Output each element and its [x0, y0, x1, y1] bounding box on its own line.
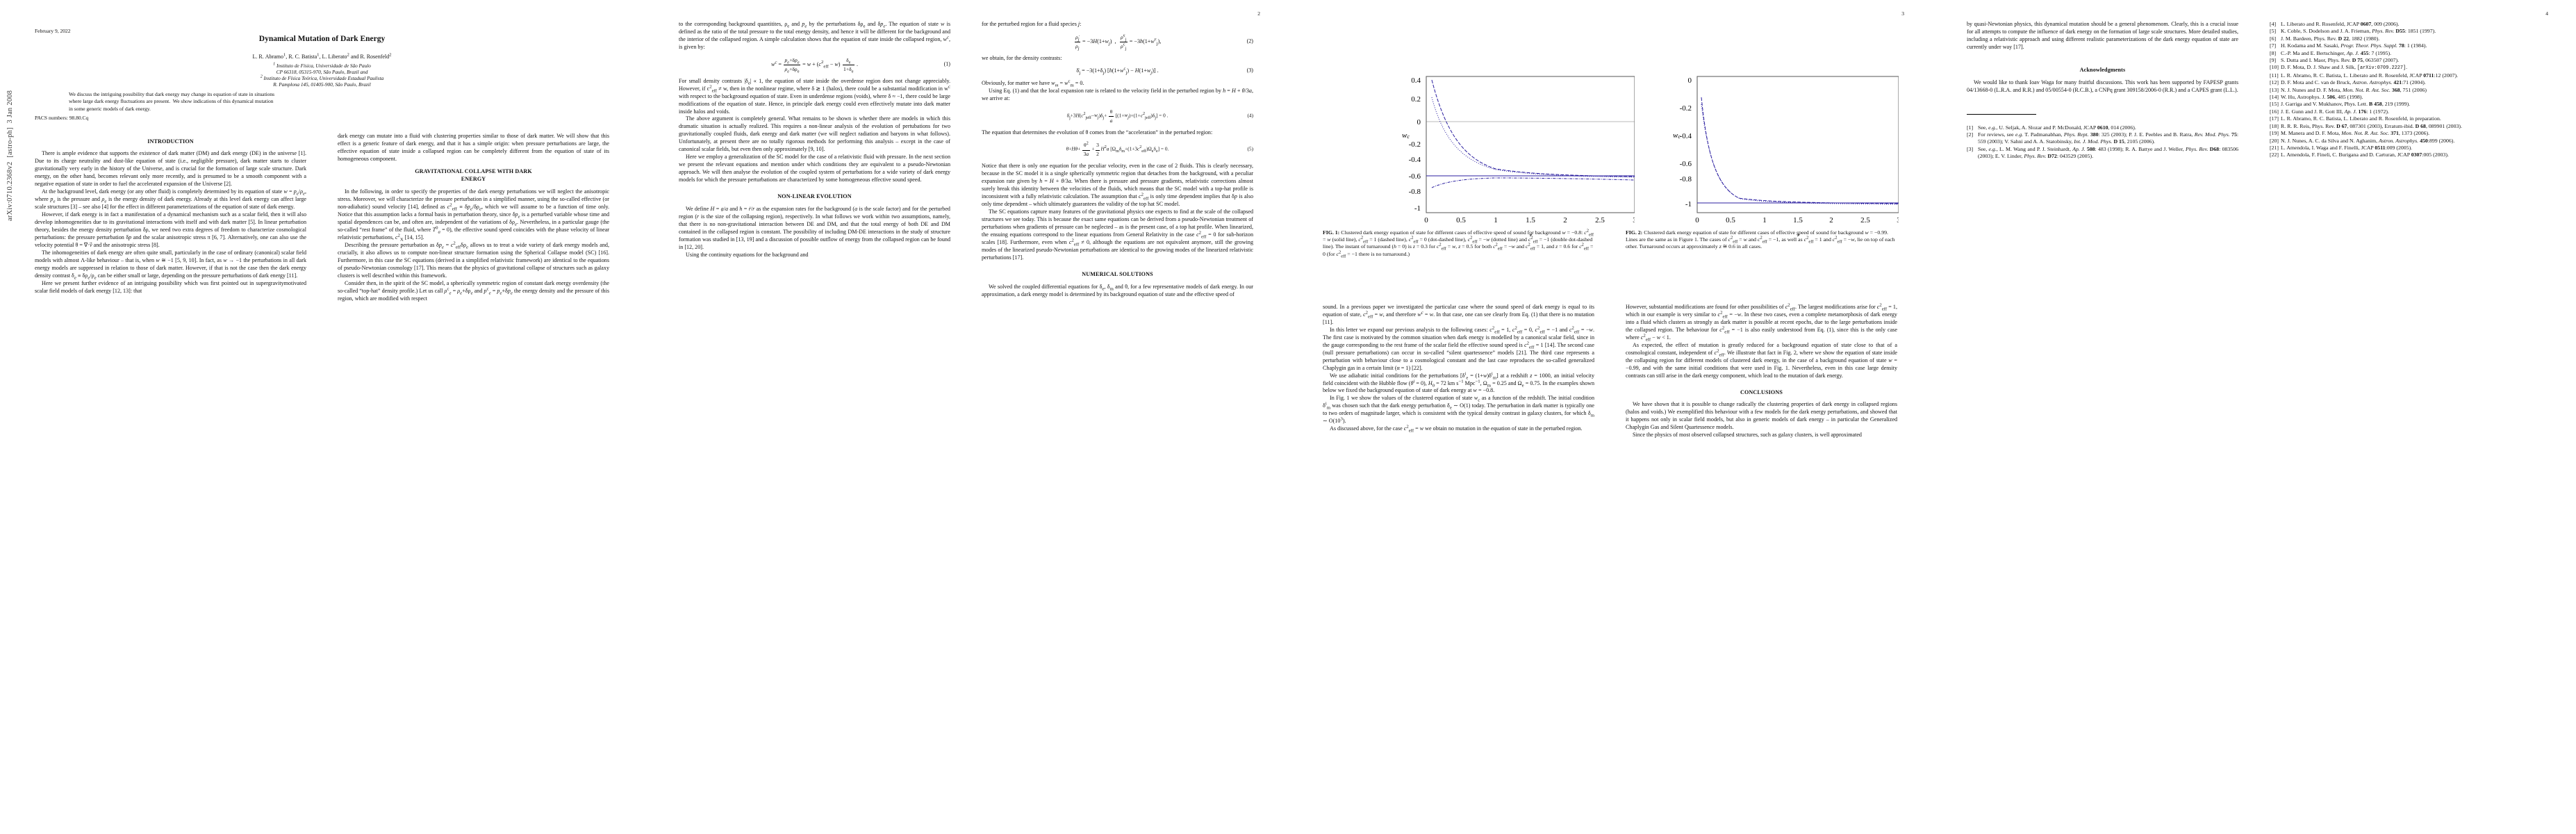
svg-text:-0.2: -0.2 [1680, 104, 1692, 113]
svg-text:2: 2 [1563, 216, 1567, 224]
svg-text:-0.4: -0.4 [1680, 132, 1692, 140]
svg-text:-0.8: -0.8 [1409, 188, 1421, 196]
svg-text:1: 1 [1494, 216, 1498, 224]
svg-text:-0.4: -0.4 [1409, 156, 1421, 164]
svg-text:2: 2 [1829, 216, 1833, 224]
svg-text:1.5: 1.5 [1526, 216, 1535, 224]
svg-text:2.5: 2.5 [1860, 216, 1870, 224]
svg-text:-0.2: -0.2 [1409, 140, 1421, 149]
svg-text:-0.6: -0.6 [1680, 160, 1692, 168]
svg-text:3: 3 [1633, 216, 1635, 224]
svg-text:0: 0 [1417, 118, 1421, 126]
svg-text:-0.8: -0.8 [1680, 175, 1692, 183]
svg-text:-0.6: -0.6 [1409, 172, 1421, 181]
svg-text:0: 0 [1424, 216, 1428, 224]
svg-text:wc: wc [1402, 131, 1410, 140]
svg-text:0.5: 0.5 [1456, 216, 1466, 224]
svg-text:-1: -1 [1414, 204, 1421, 213]
svg-text:0: 0 [1695, 216, 1699, 224]
svg-text:3: 3 [1897, 216, 1899, 224]
svg-text:0.2: 0.2 [1411, 95, 1421, 104]
svg-text:1: 1 [1762, 216, 1767, 224]
svg-text:0: 0 [1688, 76, 1692, 85]
svg-text:0.4: 0.4 [1411, 76, 1421, 85]
svg-text:2.5: 2.5 [1595, 216, 1605, 224]
svg-text:-1: -1 [1685, 200, 1692, 208]
svg-text:1.5: 1.5 [1793, 216, 1803, 224]
svg-text:0.5: 0.5 [1726, 216, 1735, 224]
